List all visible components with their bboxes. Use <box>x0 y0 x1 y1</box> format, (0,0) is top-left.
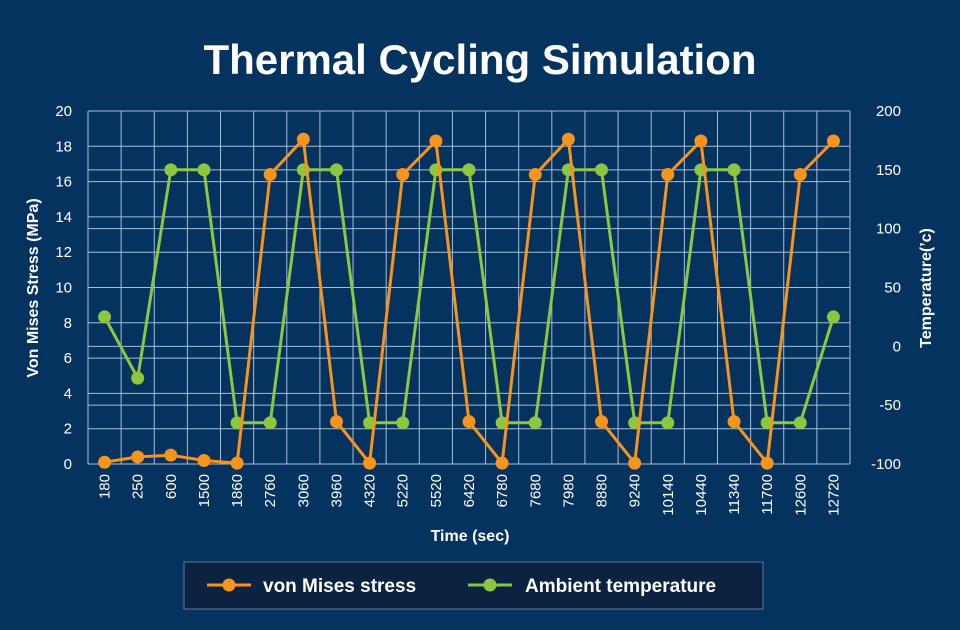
temperature-point <box>197 163 211 177</box>
left-tick-label: 2 <box>64 421 72 438</box>
right-tick-label: 100 <box>876 221 901 238</box>
left-tick-label: 20 <box>55 103 72 120</box>
right-tick-label: -50 <box>879 397 901 414</box>
left-axis-ticks: 0 2 4 6 8 10 12 14 16 18 20 <box>55 103 72 473</box>
left-tick-label: 18 <box>55 138 72 155</box>
x-axis-label: Time (sec) <box>431 528 510 545</box>
x-tick-label: 7980 <box>560 474 577 507</box>
stress-point <box>363 456 377 470</box>
y-axis-label-left: Von Mises Stress (MPa) <box>25 198 42 377</box>
temperature-point <box>131 371 145 385</box>
temperature-point <box>595 163 609 177</box>
temperature-point <box>462 163 476 177</box>
y-axis-label-right: Temperature(’c) <box>918 228 935 348</box>
stress-point <box>826 134 840 148</box>
x-tick-label: 6780 <box>494 474 511 507</box>
left-tick-label: 8 <box>64 315 72 332</box>
x-tick-label: 7680 <box>527 474 544 507</box>
x-tick-label: 1500 <box>196 474 213 507</box>
x-tick-label: 3960 <box>328 474 345 507</box>
temperature-point <box>528 416 542 430</box>
legend-temperature-label: Ambient temperature <box>525 576 716 597</box>
x-tick-label: 1860 <box>229 474 246 507</box>
series-stress-line <box>104 137 835 465</box>
stress-point <box>561 132 575 146</box>
right-tick-label: 150 <box>876 162 901 179</box>
right-tick-label: -100 <box>871 456 901 473</box>
temperature-point <box>164 163 178 177</box>
x-tick-label: 12600 <box>792 474 809 516</box>
stress-point <box>495 456 509 470</box>
stress-point <box>528 168 542 182</box>
stress-point <box>595 415 609 429</box>
stress-point <box>263 168 277 182</box>
x-tick-label: 5220 <box>395 474 412 507</box>
series-temperature-line <box>103 168 835 425</box>
stress-point <box>462 415 476 429</box>
stress-point <box>296 132 310 146</box>
stress-point <box>661 168 675 182</box>
stress-point <box>329 415 343 429</box>
x-tick-label: 180 <box>97 474 114 499</box>
right-axis-ticks: -100 -50 0 50 100 150 200 <box>871 103 901 473</box>
temperature-point <box>98 310 112 324</box>
right-tick-label: 50 <box>884 280 901 297</box>
temperature-point <box>661 416 675 430</box>
left-tick-label: 6 <box>64 350 72 367</box>
temperature-point <box>727 163 741 177</box>
temperature-point <box>263 416 277 430</box>
temperature-point <box>793 416 807 430</box>
stress-point <box>131 450 145 464</box>
x-tick-label: 10140 <box>660 474 677 516</box>
stress-point <box>98 455 112 469</box>
stress-point <box>230 456 244 470</box>
stress-point <box>628 456 642 470</box>
stress-point <box>396 168 410 182</box>
x-tick-label: 9240 <box>627 474 644 507</box>
legend-stress-marker <box>222 578 236 592</box>
x-tick-label: 11340 <box>726 474 743 515</box>
left-tick-label: 0 <box>64 456 72 473</box>
legend: von Mises stress Ambient temperature <box>183 561 764 610</box>
series-layer <box>98 132 840 470</box>
x-tick-label: 12720 <box>825 474 842 516</box>
x-tick-label: 6420 <box>461 474 478 507</box>
series-temperature <box>98 163 840 430</box>
x-tick-label: 10440 <box>693 474 710 516</box>
x-tick-label: 11700 <box>759 474 776 515</box>
stress-point <box>793 168 807 182</box>
x-tick-label: 3060 <box>295 474 312 507</box>
series-stress <box>98 132 840 470</box>
temperature-point <box>329 163 343 177</box>
temperature-point <box>826 310 840 324</box>
chart-title: Thermal Cycling Simulation <box>203 36 756 83</box>
left-tick-label: 4 <box>64 385 72 402</box>
stress-point <box>429 134 443 148</box>
temperature-point <box>396 416 410 430</box>
left-tick-label: 10 <box>55 280 72 297</box>
x-tick-label: 8880 <box>594 474 611 507</box>
right-tick-label: 0 <box>893 338 901 355</box>
x-tick-label: 600 <box>163 474 180 499</box>
legend-temperature-marker <box>483 578 497 592</box>
x-tick-label: 5520 <box>428 474 445 507</box>
left-tick-label: 12 <box>55 244 72 261</box>
left-tick-label: 14 <box>55 209 72 226</box>
x-tick-label: 250 <box>130 474 147 499</box>
stress-point <box>164 448 178 462</box>
x-axis-ticks: 180 250 600 1500 1860 2760 3060 3960 4320 5220 552… <box>97 474 843 516</box>
stress-point <box>694 134 708 148</box>
x-tick-label: 4320 <box>362 474 379 507</box>
left-tick-label: 16 <box>55 174 72 191</box>
right-tick-label: 200 <box>876 103 901 120</box>
stress-point <box>727 415 741 429</box>
legend-stress-label: von Mises stress <box>263 576 416 597</box>
stress-point <box>760 456 774 470</box>
stress-point <box>197 453 211 467</box>
x-tick-label: 2760 <box>262 474 279 507</box>
